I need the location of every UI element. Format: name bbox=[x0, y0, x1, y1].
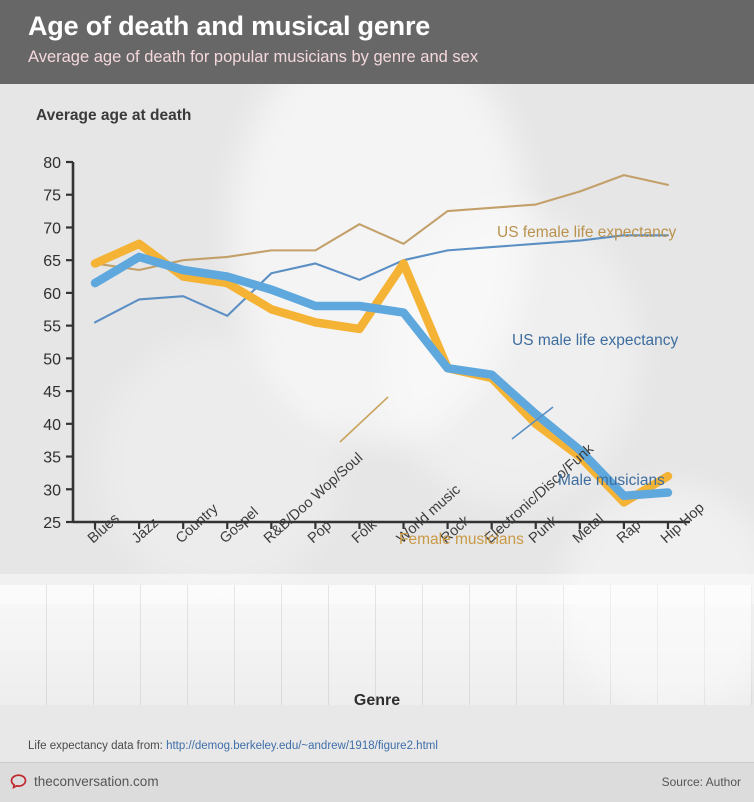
series-group bbox=[90, 174, 673, 507]
svg-text:60: 60 bbox=[43, 286, 61, 303]
footer-bar: theconversation.com Source: Author bbox=[0, 762, 754, 802]
svg-text:65: 65 bbox=[43, 253, 61, 270]
brand-text: theconversation.com bbox=[34, 774, 159, 789]
series-line-us-female-life-expectancy bbox=[93, 174, 670, 272]
svg-text:70: 70 bbox=[43, 220, 61, 237]
annotation-female-life-expectancy: US female life expectancy bbox=[497, 224, 677, 241]
svg-text:40: 40 bbox=[43, 417, 61, 434]
svg-text:45: 45 bbox=[43, 384, 61, 401]
conversation-bubble-icon bbox=[10, 774, 27, 789]
series-line-male-musicians bbox=[90, 252, 673, 501]
page-title: Age of death and musical genre bbox=[28, 11, 431, 41]
x-axis-title: Genre bbox=[353, 692, 401, 705]
series-line-female-musicians bbox=[90, 239, 673, 507]
source-note: Life expectancy data from: http://demog.… bbox=[28, 740, 438, 752]
svg-text:35: 35 bbox=[43, 450, 61, 467]
svg-text:50: 50 bbox=[43, 351, 61, 368]
brand-block[interactable]: theconversation.com bbox=[10, 774, 159, 789]
y-axis-title: Average age at death bbox=[36, 107, 192, 124]
series-line-us-male-life-expectancy bbox=[93, 234, 670, 324]
svg-text:75: 75 bbox=[43, 188, 61, 205]
background-photo bbox=[0, 84, 754, 705]
plot-svg: 25 30 35 40 45 50 55 60 65 70 75 80 bbox=[43, 155, 690, 532]
source-credit: Source: Author bbox=[661, 775, 741, 789]
page-subtitle: Average age of death for popular musicia… bbox=[28, 48, 479, 66]
svg-text:25: 25 bbox=[43, 515, 61, 532]
svg-text:80: 80 bbox=[43, 155, 61, 172]
source-note-prefix: Life expectancy data from: bbox=[28, 740, 163, 752]
annotation-male-musicians: Male musicians bbox=[558, 472, 665, 489]
header-banner: Age of death and musical genre Average a… bbox=[0, 0, 754, 84]
svg-text:55: 55 bbox=[43, 319, 61, 336]
annotation-leader-lines bbox=[339, 396, 554, 443]
annotation-male-life-expectancy: US male life expectancy bbox=[512, 332, 679, 349]
chart-area: Average age at death 25 30 35 40 45 50 55 60 65 7… bbox=[0, 84, 754, 705]
svg-text:30: 30 bbox=[43, 482, 61, 499]
axes-group: 25 30 35 40 45 50 55 60 65 70 75 80 bbox=[43, 155, 690, 532]
source-url-link[interactable]: http://demog.berkeley.edu/~andrew/1918/f… bbox=[166, 740, 438, 752]
annotation-female-musicians: Female musicians bbox=[399, 531, 524, 548]
